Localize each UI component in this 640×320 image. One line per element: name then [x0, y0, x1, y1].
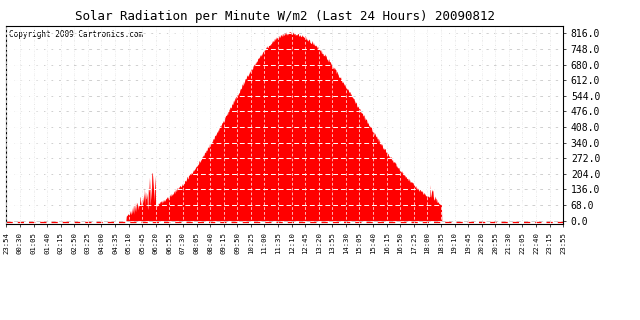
- Text: Copyright 2009 Cartronics.com: Copyright 2009 Cartronics.com: [9, 29, 143, 39]
- Title: Solar Radiation per Minute W/m2 (Last 24 Hours) 20090812: Solar Radiation per Minute W/m2 (Last 24…: [75, 10, 495, 23]
